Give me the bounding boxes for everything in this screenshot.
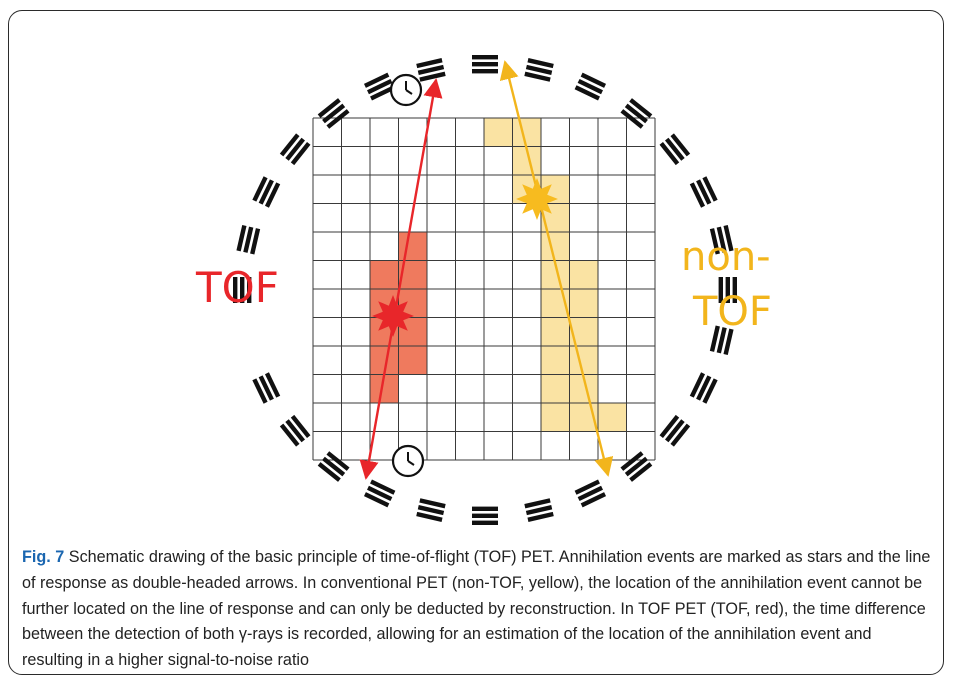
tof-pixel (370, 260, 399, 289)
detector-block (689, 372, 718, 404)
nontof-pixel (541, 403, 570, 432)
detector-block (252, 176, 281, 208)
detector-block (279, 414, 311, 447)
nontof-pixel (512, 118, 541, 147)
nontof-highlighted-pixels (484, 118, 627, 432)
figure-caption: Fig. 7 Schematic drawing of the basic pr… (22, 545, 937, 674)
nontof-pixel (541, 374, 570, 403)
detector-block (279, 133, 311, 166)
nontof-pixel (598, 403, 627, 432)
detector-block (317, 451, 350, 482)
detector-block (524, 498, 554, 522)
nontof-label-line1: non- (681, 234, 771, 280)
detector-block (659, 414, 691, 447)
detector-block (659, 133, 691, 166)
nontof-pixel (569, 260, 598, 289)
tof-pixel (398, 232, 427, 261)
detector-block (709, 225, 734, 255)
detector-block (233, 277, 252, 303)
figure-label: Fig. 7 (22, 548, 65, 566)
detector-block (416, 498, 446, 522)
tof-line-of-response (359, 78, 443, 480)
detector-block (472, 55, 498, 74)
nontof-pixel (569, 289, 598, 318)
nontof-line-of-response (499, 60, 614, 477)
detector-block (416, 58, 446, 82)
caption-text: Schematic drawing of the basic principle… (22, 548, 931, 670)
detector-block (236, 225, 261, 255)
nontof-pixel (541, 317, 570, 346)
detector-block (574, 72, 607, 101)
figure-panel (8, 10, 944, 675)
tof-annihilation-star (372, 295, 414, 337)
detector-block (472, 506, 498, 525)
nontof-pixel (484, 118, 513, 147)
clock-icon (389, 73, 423, 107)
tof-pixel (398, 346, 427, 375)
clock-icon (391, 444, 425, 478)
nontof-pixel (541, 346, 570, 375)
detector-block (620, 98, 653, 129)
nontof-pixel (541, 232, 570, 261)
detector-block (363, 479, 396, 508)
nontof-pixel (569, 346, 598, 375)
nontof-label-line2: TOF (692, 289, 772, 335)
detector-block (620, 451, 653, 482)
detector-block (709, 325, 734, 355)
detector-block (317, 98, 350, 129)
detector-block (689, 176, 718, 208)
tof-label: TOF (195, 263, 279, 312)
detector-block (574, 479, 607, 508)
detector-block (252, 372, 281, 404)
detector-block (524, 58, 554, 82)
nontof-annihilation-star (516, 178, 558, 220)
detector-block (718, 277, 737, 303)
